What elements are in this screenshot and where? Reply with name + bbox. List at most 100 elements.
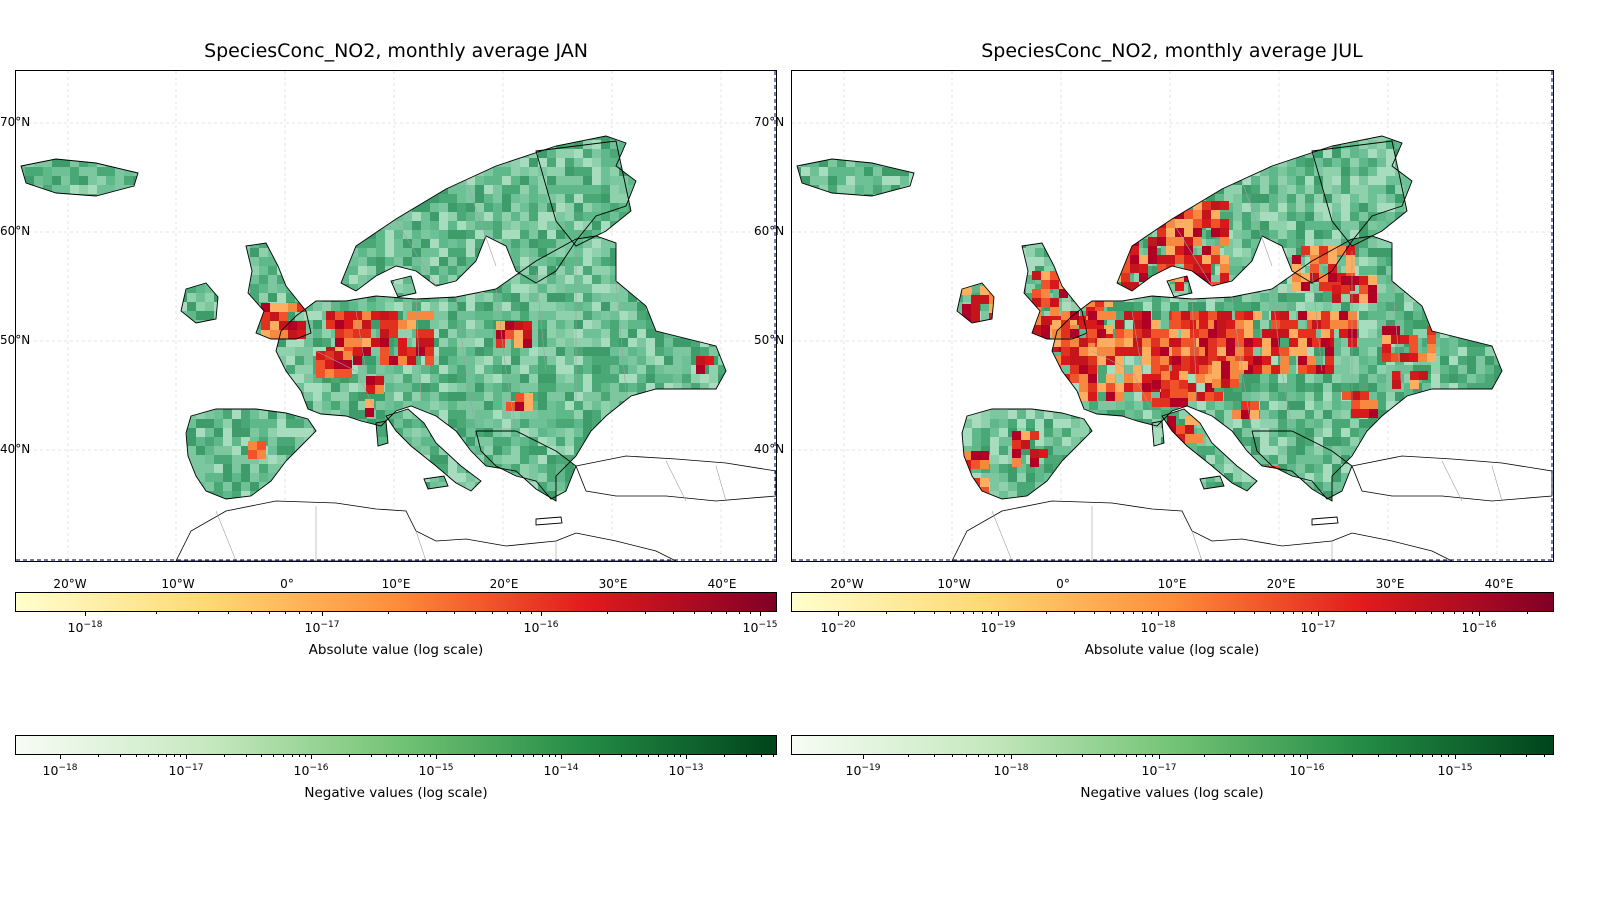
grid-cell — [1278, 284, 1287, 293]
grid-cell — [538, 266, 547, 275]
grid-cell — [873, 212, 882, 221]
grid-cell — [304, 329, 313, 338]
grid-cell — [61, 302, 70, 311]
grid-cell — [205, 140, 214, 149]
grid-cell — [1080, 230, 1089, 239]
grid-cell — [151, 401, 160, 410]
grid-cell — [331, 149, 340, 158]
grid-cell — [520, 266, 529, 275]
colorbar-minor-tick — [426, 612, 428, 614]
grid-cell — [34, 212, 43, 221]
grid-cell — [1251, 194, 1260, 203]
grid-cell — [412, 176, 421, 185]
map-frame[interactable] — [15, 70, 777, 562]
hotspot-cell — [297, 321, 306, 330]
colorbar-minor-tick — [694, 612, 696, 614]
grid-cell — [376, 158, 385, 167]
grid-cell — [25, 275, 34, 284]
grid-cell — [97, 203, 106, 212]
grid-cell — [1116, 158, 1125, 167]
grid-cell — [151, 428, 160, 437]
grid-cell — [1449, 230, 1458, 239]
grid-cell — [466, 383, 475, 392]
grid-cell — [619, 176, 628, 185]
grid-cell — [583, 257, 592, 266]
grid-cell — [493, 302, 502, 311]
grid-cell — [918, 149, 927, 158]
grid-cell — [187, 239, 196, 248]
grid-cell — [1386, 257, 1395, 266]
grid-cell — [1017, 266, 1026, 275]
grid-cell — [990, 176, 999, 185]
colorbar-minor-tick — [523, 755, 525, 757]
grid-cell — [61, 329, 70, 338]
grid-cell — [538, 203, 547, 212]
grid-cell — [385, 464, 394, 473]
grid-cell — [97, 338, 106, 347]
grid-cell — [34, 383, 43, 392]
grid-cell — [295, 437, 304, 446]
grid-cell — [556, 185, 565, 194]
grid-cell — [133, 149, 142, 158]
grid-cell — [160, 473, 169, 482]
grid-cell — [682, 194, 691, 203]
grid-cell — [97, 302, 106, 311]
grid-cell — [268, 149, 277, 158]
panel-jan: SpeciesConc_NO2, monthly average JAN 70°… — [0, 0, 790, 900]
grid-cell — [250, 176, 259, 185]
grid-cell — [304, 239, 313, 248]
grid-cell — [592, 140, 601, 149]
grid-cell — [646, 311, 655, 320]
grid-cell — [529, 230, 538, 239]
grid-cell — [88, 401, 97, 410]
grid-cell — [322, 136, 331, 140]
grid-cell — [43, 455, 52, 464]
grid-cell — [25, 257, 34, 266]
map-frame[interactable] — [791, 70, 1554, 562]
grid-cell — [70, 167, 79, 176]
grid-cell — [918, 221, 927, 230]
grid-cell — [972, 140, 981, 149]
grid-cell — [439, 311, 448, 320]
grid-cell — [1071, 203, 1080, 212]
grid-cell — [268, 203, 277, 212]
grid-cell — [619, 293, 628, 302]
europe-map[interactable] — [792, 71, 1553, 561]
grid-cell — [1341, 230, 1350, 239]
grid-cell — [70, 239, 79, 248]
grid-cell — [70, 194, 79, 203]
grid-cell — [637, 158, 646, 167]
grid-cell — [1431, 239, 1440, 248]
grid-cell — [133, 140, 142, 149]
grid-cell — [981, 149, 990, 158]
grid-cell — [909, 248, 918, 257]
grid-cell — [718, 212, 727, 221]
grid-cell — [1305, 140, 1314, 149]
grid-cell — [1341, 203, 1350, 212]
grid-cell — [963, 136, 972, 140]
grid-cell — [241, 446, 250, 455]
grid-cell — [637, 167, 646, 176]
grid-cell — [61, 149, 70, 158]
grid-cell — [466, 149, 475, 158]
grid-cell — [79, 212, 88, 221]
grid-cell — [954, 212, 963, 221]
grid-cell — [990, 248, 999, 257]
grid-cell — [160, 491, 169, 500]
grid-cell — [502, 176, 511, 185]
grid-cell — [1017, 203, 1026, 212]
grid-cell — [1341, 212, 1350, 221]
grid-cell — [691, 365, 700, 374]
grid-cell — [214, 446, 223, 455]
europe-map[interactable] — [16, 71, 776, 561]
hotspot-cell — [365, 408, 374, 417]
grid-cell — [664, 347, 673, 356]
panel-jul: SpeciesConc_NO2, monthly average JUL 70°… — [754, 0, 1600, 900]
grid-cell — [655, 302, 664, 311]
grid-cell — [936, 140, 945, 149]
hotspot-cell — [248, 450, 257, 459]
grid-cell — [592, 266, 601, 275]
grid-cell — [637, 365, 646, 374]
grid-cell — [205, 455, 214, 464]
grid-cell — [439, 257, 448, 266]
